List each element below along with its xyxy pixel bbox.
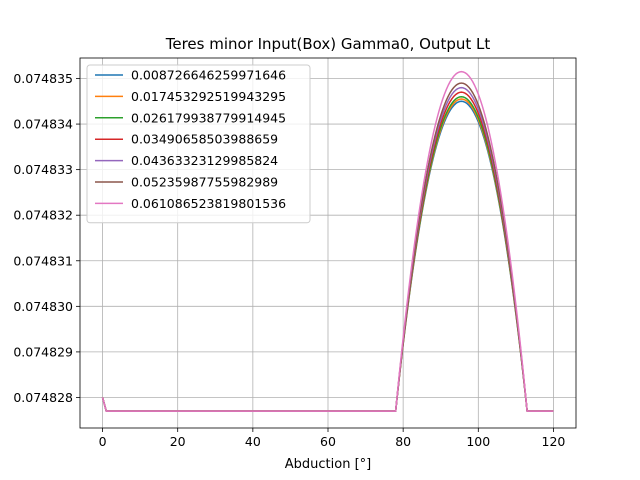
y-axis: 0.074828 0.074829 0.074830 0.074831 0.074832…	[13, 71, 80, 405]
y-tick-label: 0.074832	[13, 208, 73, 223]
legend-label: 0.03490658503988659	[131, 132, 278, 147]
x-axis: 0 20 40 60 80 100 120	[99, 428, 566, 449]
x-tick-label: 40	[245, 434, 261, 449]
x-tick-label: 0	[99, 434, 107, 449]
y-tick-label: 0.074829	[13, 344, 73, 359]
legend: 0.008726646259971646 0.017453292519943295…	[86, 64, 311, 224]
x-tick-label: 60	[320, 434, 336, 449]
legend-label: 0.061086523819801536	[131, 196, 286, 211]
x-axis-label: Abduction [°]	[285, 457, 371, 472]
series-lines	[101, 70, 554, 412]
y-tick-label: 0.074831	[13, 253, 73, 268]
y-tick-label: 0.074833	[13, 162, 73, 177]
y-tick-label: 0.074834	[13, 117, 73, 132]
x-tick-label: 100	[466, 434, 490, 449]
legend-label: 0.04363323129985824	[131, 153, 278, 168]
legend-box	[86, 64, 311, 224]
series-line-7	[101, 70, 554, 412]
y-tick-label: 0.074835	[13, 71, 73, 86]
legend-label: 0.05235987755982989	[131, 175, 278, 190]
x-tick-label: 20	[170, 434, 186, 449]
legend-label: 0.008726646259971646	[131, 68, 286, 83]
x-tick-label: 120	[542, 434, 566, 449]
chart-title: Teres minor Input(Box) Gamma0, Output Lt	[165, 35, 491, 53]
y-tick-label: 0.074828	[13, 390, 73, 405]
y-tick-label: 0.074830	[13, 299, 73, 314]
legend-label: 0.017453292519943295	[131, 89, 286, 104]
x-tick-label: 80	[395, 434, 411, 449]
legend-label: 0.026179938779914945	[131, 110, 286, 125]
